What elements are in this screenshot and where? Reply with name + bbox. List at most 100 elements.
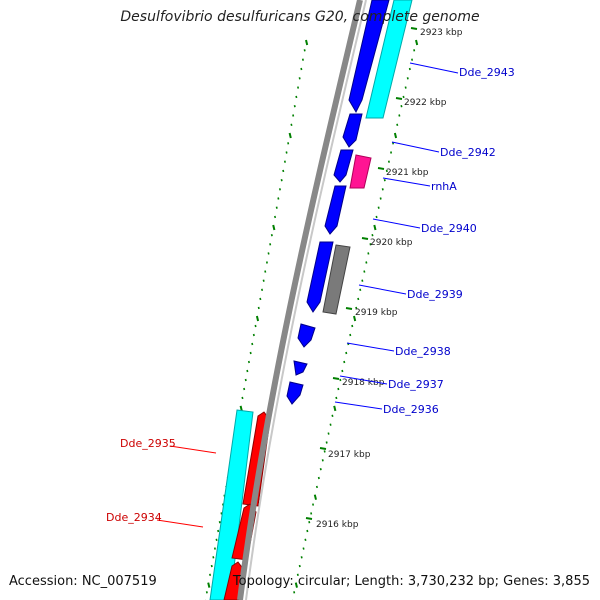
minor-tick [259,297,262,301]
minor-tick [375,215,378,219]
scale-labels: 2923 kbp 2922 kbp 2921 kbp 2920 kbp 2919… [305,27,463,530]
minor-tick [367,252,370,255]
minor-tick [317,476,320,480]
genome-backbone-shadow [245,0,367,600]
minor-tick [387,160,390,163]
minor-tick [371,234,374,237]
cds-feature [209,409,254,600]
scale-label: 2917 kbp [328,450,371,460]
forward-genes [286,0,390,405]
minor-tick [369,243,372,246]
gene-label: Dde_2937 [388,378,444,391]
minor-tick [297,86,300,89]
minor-tick [295,95,298,99]
genome-summary-text: Topology: circular; Length: 3,730,232 bp… [232,574,590,589]
gene-label: Dde_2936 [383,403,439,416]
gene-label: Dde_2943 [459,66,515,79]
scale-label: 2920 kbp [370,238,413,248]
accession-text: Accession: NC_007519 [9,574,157,589]
gene-dde-2942 [342,113,363,148]
scale-label: 2922 kbp [404,98,447,108]
minor-tick [249,351,252,355]
cds-feature [365,0,413,119]
minor-tick [274,215,277,219]
minor-tick [398,114,401,117]
minor-tick [321,459,324,462]
gene-dde-2939 [306,241,334,313]
minor-tick [296,573,299,576]
minor-tick [262,279,265,282]
minor-tick [359,288,362,291]
minor-tick [325,441,328,444]
minor-tick [293,591,296,594]
gene-dde-2938 [297,323,316,348]
major-tick [373,224,377,231]
minor-tick [287,142,290,145]
minor-tick [351,324,354,328]
minor-tick [261,288,264,291]
minor-tick [312,503,315,506]
major-tick [239,405,243,412]
scale-label: 2921 kbp [386,168,429,178]
minor-tick [267,252,270,255]
minor-tick [327,432,330,435]
minor-tick [381,188,384,191]
minor-tick [357,297,360,301]
minor-tick [390,151,393,154]
major-tick [393,132,398,139]
minor-tick [209,573,212,576]
minor-tick [264,270,267,273]
minor-tick [355,306,358,310]
minor-tick [385,169,388,173]
minor-tick [302,547,305,550]
scale-label: 2919 kbp [355,308,398,318]
minor-tick [337,387,340,391]
minor-tick [257,306,260,310]
minor-tick [251,342,254,346]
minor-tick [254,324,257,328]
major-tick [353,315,357,322]
cds-track [209,0,413,600]
minor-tick [408,67,411,71]
minor-tick [241,396,244,400]
minor-tick [400,105,403,108]
minor-tick [252,333,255,337]
minor-tick [406,77,409,80]
gene-label: Dde_2940 [421,222,477,235]
gene-dde-2936 [286,381,304,405]
minor-tick [205,591,208,594]
genome-backbone [237,0,363,600]
minor-tick [280,179,283,182]
minor-tick [269,243,272,246]
gene-dde-2940 [324,185,347,235]
outer-tick-ring [205,39,309,600]
minor-tick [298,77,301,80]
minor-tick [303,49,306,52]
minor-tick [383,179,386,182]
minor-tick [319,468,322,471]
minor-tick [243,387,246,391]
reverse-gene-labels: Dde_2935 Dde_2934 [106,437,217,528]
minor-tick [323,450,326,453]
minor-tick [345,351,348,355]
minor-tick [308,521,311,524]
minor-tick [218,521,221,524]
minor-tick [379,197,382,200]
minor-tick [402,95,405,99]
scale-label: 2923 kbp [420,28,463,38]
minor-tick [343,360,346,364]
minor-tick [331,414,334,417]
major-tick [415,39,419,46]
minor-tick [270,234,273,237]
major-tick [294,582,298,588]
minor-tick [300,67,303,71]
minor-tick [277,197,280,200]
gene-rnha [349,154,372,189]
gene-label: Dde_2934 [106,511,162,524]
minor-tick [306,529,309,533]
major-tick [288,132,292,139]
gene-label: rnhA [431,180,457,193]
map-title: Desulfovibrio desulfuricans G20, complet… [120,9,480,25]
minor-tick [210,564,213,568]
minor-tick [335,396,338,400]
